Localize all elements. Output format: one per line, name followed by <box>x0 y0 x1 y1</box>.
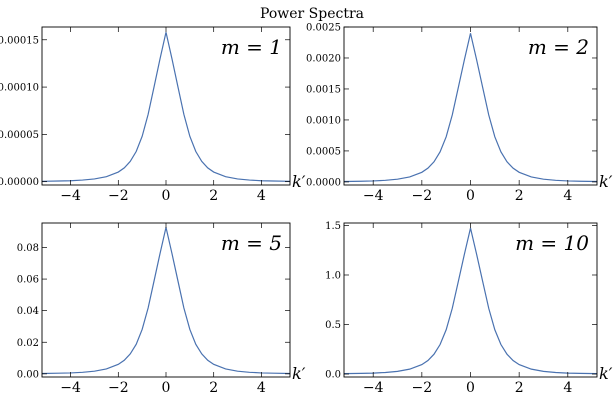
x-tick-label: −4 <box>363 380 384 394</box>
x-axis-label: k′ <box>292 172 306 191</box>
x-tick-label: 0 <box>162 380 171 394</box>
y-tick-label: 0.04 <box>17 306 39 317</box>
panel-label: m = 5 <box>221 231 282 255</box>
y-tick-label: 0.5 <box>325 320 341 331</box>
y-tick-label: 0.00005 <box>0 130 39 141</box>
x-tick-label: 4 <box>257 188 266 204</box>
x-tick-label: −2 <box>108 380 129 394</box>
x-axis-label: k′ <box>599 172 613 191</box>
x-tick-label: −4 <box>60 380 81 394</box>
panel-label: m = 10 <box>515 231 589 255</box>
y-tick-label: 1.0 <box>325 270 341 281</box>
y-tick-label: 0.0 <box>325 370 341 381</box>
x-axis-label: k′ <box>292 364 306 383</box>
x-tick-label: −2 <box>412 188 433 204</box>
y-tick-label: 0.00010 <box>0 83 39 94</box>
x-tick-label: 2 <box>209 188 218 204</box>
x-tick-label: −2 <box>412 380 433 394</box>
spectrum-curve-4-1 <box>343 228 598 375</box>
y-tick-label: 0.0015 <box>306 84 341 95</box>
figure-title: Power Spectra <box>260 6 364 22</box>
panel-label: m = 1 <box>221 35 282 59</box>
chart-panel-4: −4 −2 0 2 4 0.0 0.5 1.0 1.5 m = 10 k′ <box>325 221 613 394</box>
x-tick-label: 4 <box>563 380 572 394</box>
x-tick-label: −2 <box>108 188 129 204</box>
y-tick-label: 0.00000 <box>0 177 39 188</box>
x-tick-label: 0 <box>466 188 475 204</box>
panel-label: m = 2 <box>528 35 589 59</box>
chart-panel-1: −4 −2 0 2 4 0.00000 0.00005 0.00010 0.00015 m = 1… <box>0 26 306 204</box>
x-tick-label: −4 <box>363 188 384 204</box>
x-tick-label: 2 <box>515 380 524 394</box>
x-tick-label: −4 <box>60 188 81 204</box>
y-tick-label: 0.0025 <box>306 23 341 34</box>
x-tick-label: 0 <box>162 188 171 204</box>
y-tick-label: 0.02 <box>17 338 39 349</box>
y-tick-label: 0.00015 <box>0 35 39 46</box>
y-tick-label: 0.00 <box>17 369 39 380</box>
y-tick-label: 0.0005 <box>306 146 341 157</box>
y-tick-label: 0.06 <box>17 275 39 286</box>
x-tick-label: 4 <box>563 188 572 204</box>
chart-panel-2: −4 −2 0 2 4 0.0000 0.0005 0.0010 0.0015 0.0020 0.0… <box>306 23 613 205</box>
x-tick-label: 0 <box>466 380 475 394</box>
x-axis-label: k′ <box>599 364 613 383</box>
y-tick-label: 0.0010 <box>306 115 341 126</box>
chart-panel-3: −4 −2 0 2 4 0.00 0.02 0.04 0.06 0.08 m = 5 k′ <box>17 222 306 394</box>
x-tick-label: 2 <box>515 188 524 204</box>
x-tick-label: 2 <box>209 380 218 394</box>
y-tick-label: 0.08 <box>17 243 39 254</box>
spectrum-curve-2-1 <box>343 33 598 183</box>
y-tick-label: 0.0020 <box>306 53 341 64</box>
x-tick-label: 4 <box>257 380 266 394</box>
y-tick-label: 1.5 <box>325 221 341 232</box>
y-tick-label: 0.0000 <box>306 177 341 188</box>
spectrum-curve-1-1 <box>41 32 291 182</box>
